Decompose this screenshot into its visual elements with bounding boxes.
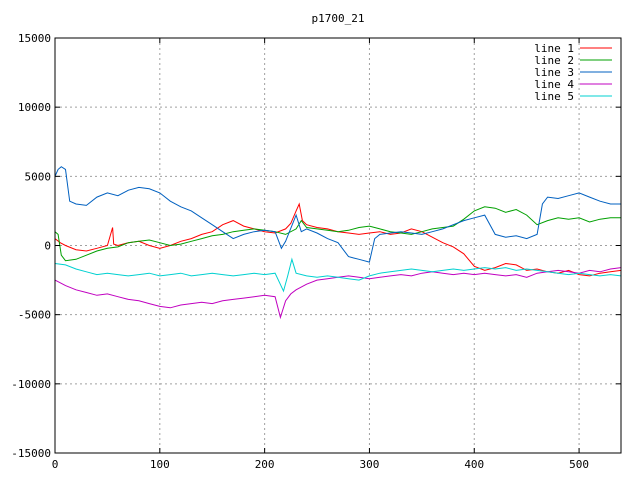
ticks: 0 100 200 300 400 500 -15000 -10000 -5000 0 5000 10… (11, 32, 621, 471)
legend-label-2: line 2 (534, 54, 574, 67)
y-tick-label: -15000 (11, 447, 51, 460)
chart-title: p1700_21 (312, 12, 365, 25)
x-tick-label: 300 (360, 458, 380, 471)
series-line-1 (54, 202, 622, 277)
x-tick-label: 200 (255, 458, 275, 471)
grid (55, 38, 621, 453)
series-layer (54, 166, 622, 320)
x-tick-label: 500 (569, 458, 589, 471)
legend-label-4: line 4 (534, 78, 574, 91)
y-tick-label: 5000 (25, 170, 52, 183)
legend-label-3: line 3 (534, 66, 574, 79)
legend-label-1: line 1 (534, 42, 574, 55)
series-line-3 (54, 166, 621, 263)
y-tick-label: 15000 (18, 32, 51, 45)
y-tick-label: 0 (44, 240, 51, 253)
legend-label-5: line 5 (534, 90, 574, 103)
series-line-2 (54, 206, 621, 262)
y-tick-label: -5000 (18, 309, 51, 322)
x-tick-label: 400 (464, 458, 484, 471)
x-tick-label: 0 (52, 458, 59, 471)
series-line-4 (54, 267, 622, 320)
y-tick-label: -10000 (11, 378, 51, 391)
series-line-5 (54, 257, 622, 293)
x-tick-label: 100 (150, 458, 170, 471)
y-tick-label: 10000 (18, 101, 51, 114)
